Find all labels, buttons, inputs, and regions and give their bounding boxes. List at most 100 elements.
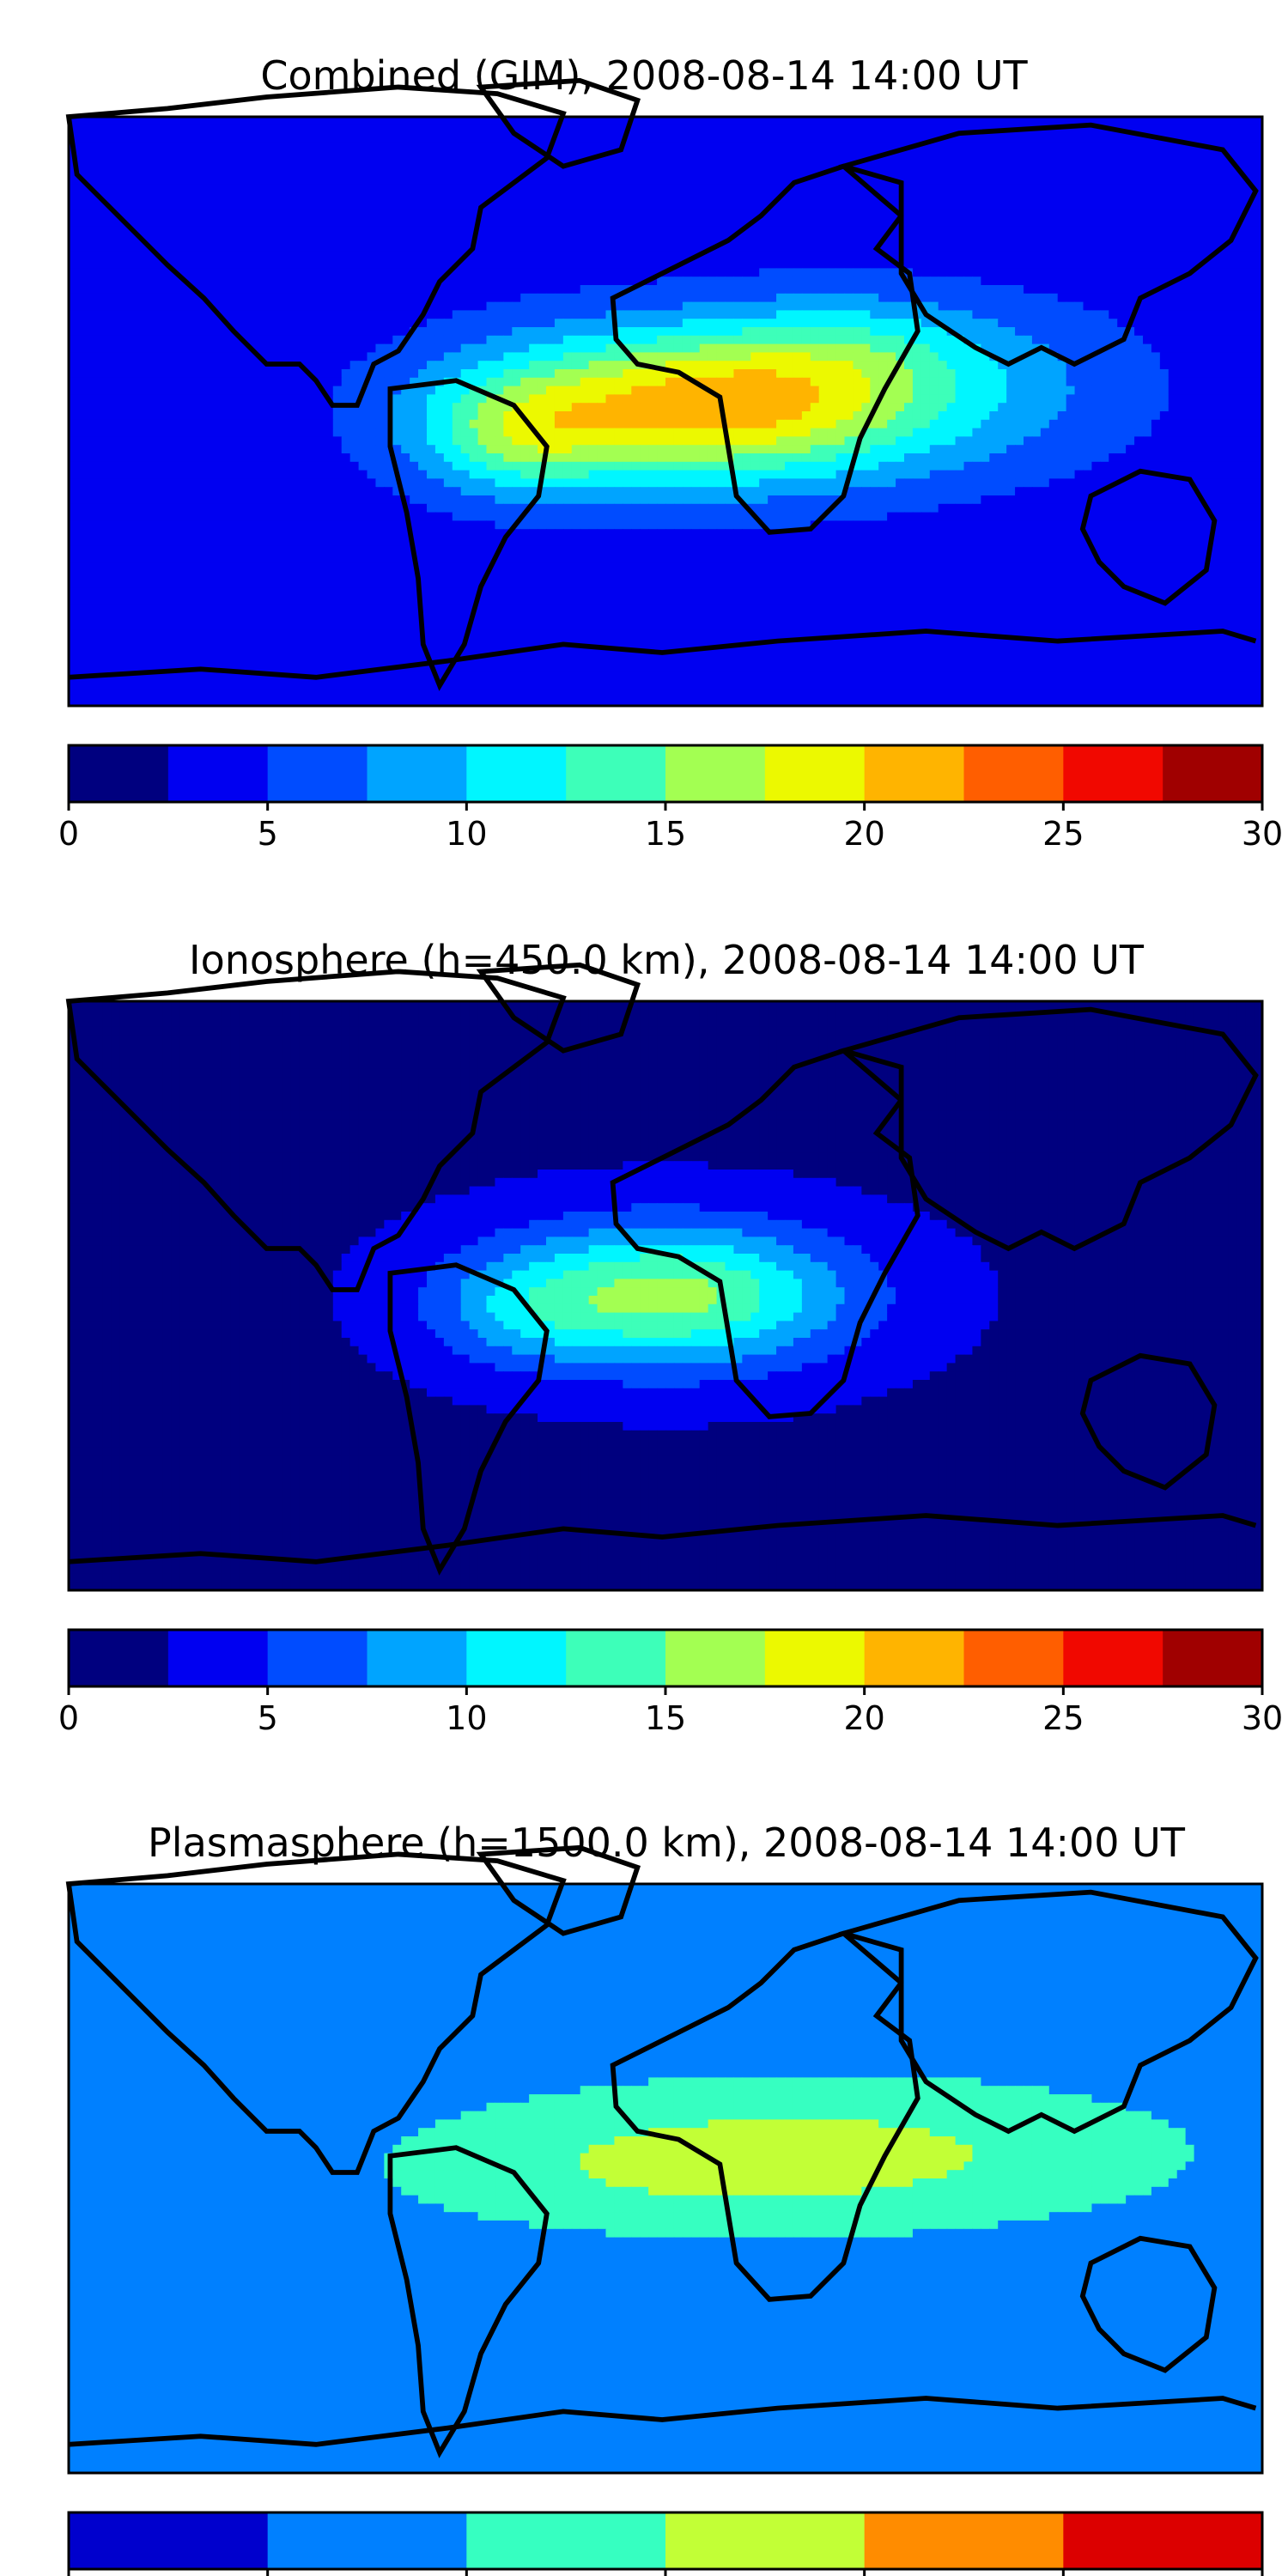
- heatmap-cell: [478, 125, 488, 134]
- heatmap-cell: [282, 268, 291, 276]
- heatmap-cell: [325, 302, 334, 311]
- heatmap-cell: [939, 184, 948, 192]
- heatmap-cell: [205, 369, 215, 378]
- heatmap-cell: [392, 411, 402, 420]
- heatmap-cell: [1100, 403, 1109, 411]
- heatmap-cell: [86, 378, 95, 386]
- heatmap-cell: [410, 252, 419, 260]
- heatmap-cell: [580, 260, 590, 269]
- heatmap-cell: [913, 268, 922, 276]
- heatmap-cell: [1058, 285, 1067, 294]
- heatmap-cell: [1160, 243, 1170, 252]
- heatmap-cell: [282, 218, 291, 227]
- heatmap-cell: [1236, 117, 1246, 125]
- heatmap-cell: [683, 142, 692, 150]
- heatmap-cell: [1143, 226, 1152, 234]
- heatmap-cell: [512, 369, 521, 378]
- heatmap-cell: [572, 226, 581, 234]
- heatmap-cell: [896, 319, 905, 327]
- heatmap-cell: [700, 226, 709, 234]
- heatmap-cell: [1169, 125, 1178, 134]
- heatmap-cell: [1160, 327, 1170, 336]
- heatmap-cell: [989, 218, 999, 227]
- heatmap-cell: [598, 167, 607, 176]
- heatmap-cell: [726, 134, 735, 143]
- heatmap-cell: [1134, 285, 1144, 294]
- heatmap-cell: [811, 142, 820, 150]
- heatmap-cell: [981, 150, 990, 159]
- heatmap-cell: [1151, 142, 1161, 150]
- heatmap-cell: [350, 327, 360, 336]
- heatmap-cell: [913, 201, 922, 210]
- heatmap-cell: [120, 117, 130, 125]
- heatmap-cell: [538, 243, 547, 252]
- heatmap-cell: [1058, 252, 1067, 260]
- heatmap-cell: [240, 125, 249, 134]
- panel-combined: Combined (GIM), 2008-08-14 14:00 UT 0 5 10…: [58, 52, 1283, 853]
- heatmap-cell: [384, 184, 393, 192]
- heatmap-cell: [316, 125, 325, 134]
- heatmap-cell: [1219, 394, 1229, 403]
- heatmap-cell: [819, 125, 829, 134]
- heatmap-cell: [1134, 319, 1144, 327]
- heatmap-cell: [94, 117, 104, 125]
- heatmap-cell: [359, 285, 368, 294]
- heatmap-cell: [120, 201, 130, 210]
- heatmap-cell: [964, 352, 974, 361]
- heatmap-cell: [1245, 234, 1255, 243]
- heatmap-cell: [103, 134, 112, 143]
- heatmap-cell: [231, 302, 240, 311]
- heatmap-cell: [94, 276, 104, 285]
- heatmap-cell: [878, 327, 888, 336]
- heatmap-cell: [930, 218, 939, 227]
- heatmap-cell: [802, 150, 811, 159]
- heatmap-cell: [1186, 125, 1195, 134]
- heatmap-cell: [819, 344, 829, 353]
- heatmap-cell: [1203, 150, 1212, 159]
- heatmap-cell: [964, 167, 974, 176]
- heatmap-cell: [726, 243, 735, 252]
- heatmap-cell: [640, 201, 649, 210]
- heatmap-cell: [171, 226, 180, 234]
- heatmap-cell: [1169, 226, 1178, 234]
- heatmap-cell: [1211, 294, 1220, 302]
- heatmap-cell: [572, 327, 581, 336]
- heatmap-cell: [316, 276, 325, 285]
- heatmap-cell: [1091, 327, 1101, 336]
- heatmap-cell: [836, 243, 846, 252]
- heatmap-cell: [1024, 276, 1033, 285]
- heatmap-cell: [921, 394, 931, 403]
- heatmap-cell: [580, 310, 590, 319]
- heatmap-cell: [384, 310, 393, 319]
- heatmap-cell: [623, 226, 632, 234]
- heatmap-cell: [69, 403, 78, 411]
- heatmap-cell: [453, 184, 462, 192]
- heatmap-cell: [171, 394, 180, 403]
- heatmap-cell: [503, 386, 513, 395]
- heatmap-cell: [878, 142, 888, 150]
- heatmap-cell: [708, 252, 718, 260]
- heatmap-cell: [103, 142, 112, 150]
- heatmap-cell: [964, 403, 974, 411]
- heatmap-cell: [350, 352, 360, 361]
- heatmap-cell: [137, 167, 146, 176]
- heatmap-cell: [231, 167, 240, 176]
- heatmap-cell: [359, 344, 368, 353]
- heatmap-cell: [77, 243, 87, 252]
- heatmap-cell: [1015, 327, 1024, 336]
- heatmap-cell: [368, 302, 377, 311]
- heatmap-cell: [1203, 302, 1212, 311]
- heatmap-cell: [495, 142, 504, 150]
- heatmap-cell: [896, 403, 905, 411]
- heatmap-cell: [606, 117, 616, 125]
- heatmap-cell: [1117, 294, 1127, 302]
- heatmap-cell: [94, 210, 104, 218]
- heatmap-cell: [264, 218, 274, 227]
- heatmap-cell: [956, 117, 965, 125]
- heatmap-cell: [956, 252, 965, 260]
- heatmap-cell: [538, 125, 547, 134]
- heatmap-cell: [555, 184, 564, 192]
- heatmap-cell: [776, 336, 786, 344]
- heatmap-cell: [384, 378, 393, 386]
- heatmap-cell: [103, 352, 112, 361]
